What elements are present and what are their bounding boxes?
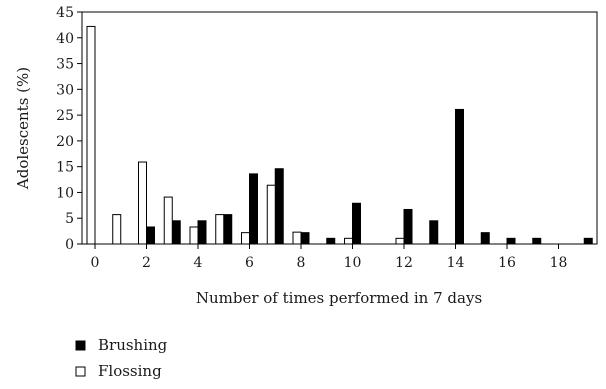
flossing-bar-6: [241, 232, 250, 245]
brushing-bar-4: [197, 220, 207, 245]
y-tick-label: 20: [56, 134, 74, 150]
x-tick-label: 14: [447, 255, 465, 271]
x-tick-label: 0: [91, 255, 100, 271]
x-axis-title: Number of times performed in 7 days: [196, 289, 482, 307]
x-tick-label: 4: [194, 255, 203, 271]
x-tick-label: 12: [395, 255, 413, 271]
y-tick-label: 0: [65, 237, 74, 253]
legend-label-flossing: Flossing: [98, 362, 162, 380]
x-axis: 0 2 4 6 8 10 12 14 16 18: [91, 244, 568, 271]
x-tick-label: 6: [245, 255, 254, 271]
y-tick-label: 40: [56, 31, 74, 47]
brushing-bar-5: [223, 214, 233, 245]
y-tick-label: 35: [56, 57, 74, 73]
flossing-bar-2: [138, 161, 147, 245]
flossing-bar-12: [395, 237, 405, 245]
brushing-bar-15: [480, 232, 490, 245]
brushing-bar-19: [583, 237, 593, 245]
legend-swatch-brushing: [75, 340, 86, 351]
flossing-bar-5: [215, 214, 225, 245]
x-tick-label: 16: [498, 255, 516, 271]
flossing-bar-0: [86, 25, 96, 245]
plot-frame: [81, 11, 598, 245]
axes-layer: [81, 11, 598, 245]
brushing-bar-10: [352, 202, 361, 245]
flossing-bar-10: [344, 237, 353, 245]
flossing-bar-3: [163, 196, 173, 245]
flossing-bar-7: [266, 184, 276, 245]
y-tick-label: 30: [56, 82, 74, 98]
flossing-bar-4: [189, 226, 199, 245]
brushing-bar-2: [146, 226, 155, 245]
brushing-bar-7: [274, 168, 284, 245]
y-tick-label: 10: [56, 185, 74, 201]
brushing-bar-9: [326, 237, 336, 245]
brushing-bar-17: [532, 237, 542, 245]
y-axis-title: Adolescents (%): [14, 67, 32, 190]
y-tick-label: 5: [65, 211, 74, 227]
brushing-bar-8: [300, 232, 310, 245]
y-tick-label: 15: [56, 160, 74, 176]
legend-label-brushing: Brushing: [98, 336, 168, 354]
brushing-bar-13: [429, 220, 439, 245]
x-tick-label: 10: [344, 255, 362, 271]
x-tick-label: 2: [142, 255, 151, 271]
legend: Brushing Flossing: [75, 336, 168, 380]
y-axis: 0 5 10 15 20 25 30 35 40 45: [56, 5, 82, 253]
flossing-bar-8: [292, 231, 302, 245]
brushing-bar-3: [171, 220, 181, 245]
brushing-bar-14: [455, 108, 464, 245]
y-tick-label: 25: [56, 108, 74, 124]
flossing-bar-1: [112, 214, 122, 245]
x-tick-label: 18: [550, 255, 568, 271]
legend-swatch-flossing: [75, 366, 86, 377]
y-tick-label: 45: [56, 5, 74, 21]
brushing-bar-12: [403, 208, 413, 245]
x-tick-label: 8: [297, 255, 306, 271]
brushing-bar-6: [249, 173, 258, 245]
brushing-bar-16: [506, 237, 516, 245]
bars-layer: [86, 25, 593, 245]
